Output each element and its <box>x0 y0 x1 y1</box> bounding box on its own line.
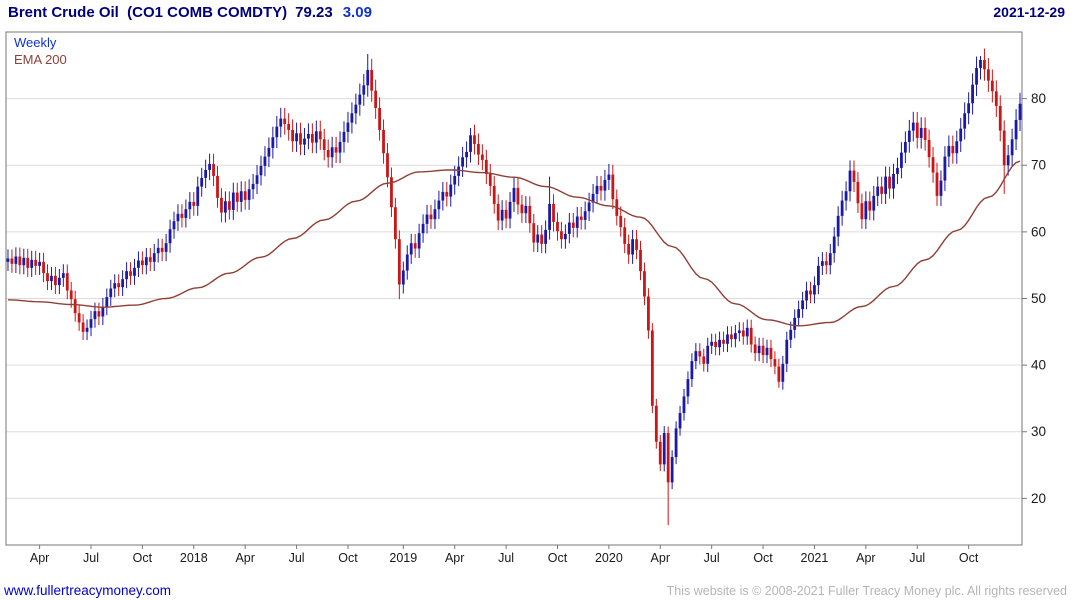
x-tick-label: Jul <box>498 551 514 565</box>
x-tick-label: Apr <box>445 551 464 565</box>
x-tick-label: Oct <box>753 551 773 565</box>
copyright-text: This website is © 2008-2021 Fuller Treac… <box>666 584 1067 598</box>
legend-ema-label: EMA 200 <box>14 52 67 67</box>
x-tick-label: Oct <box>548 551 568 565</box>
price-change: 3.09 <box>342 4 372 21</box>
x-tick-label: Jul <box>83 551 99 565</box>
y-tick-label: 50 <box>1031 291 1046 306</box>
y-tick-label: 80 <box>1031 91 1046 106</box>
x-tick-label: Oct <box>959 551 979 565</box>
x-tick-label: 2020 <box>595 551 623 565</box>
ema-line <box>7 160 1021 327</box>
x-tick-label: Jul <box>704 551 720 565</box>
x-tick-label: Apr <box>235 551 254 565</box>
last-price: 79.23 <box>295 4 333 21</box>
y-tick-label: 30 <box>1031 424 1046 439</box>
x-tick-label: Apr <box>856 551 875 565</box>
y-tick-label: 20 <box>1031 491 1046 506</box>
legend: Weekly EMA 200 <box>14 34 67 68</box>
gridlines <box>5 31 1023 546</box>
axis-labels: 20 30 40 50 60 70 80 Apr Jul Oct 2018 Apr Jul Oct 2019… <box>30 91 1046 565</box>
x-tick-label: Jul <box>289 551 305 565</box>
x-tick-label: Oct <box>133 551 153 565</box>
price-chart-canvas: 20 30 40 50 60 70 80 Apr Jul Oct 2018 Apr Jul Oct 2019… <box>5 31 1046 565</box>
x-tick-label: Oct <box>338 551 358 565</box>
date-label: 2021-12-29 <box>993 4 1065 20</box>
x-tick-label: 2021 <box>801 551 829 565</box>
instrument-title: Brent Crude Oil (CO1 COMB COMDTY) <box>8 4 288 21</box>
y-tick-label: 70 <box>1031 158 1046 173</box>
x-tick-label: Apr <box>651 551 670 565</box>
chart-header: Brent Crude Oil (CO1 COMB COMDTY) 79.23 3.… <box>0 0 1075 28</box>
x-tick-label: 2019 <box>389 551 417 565</box>
x-tick-label: Jul <box>909 551 925 565</box>
website-link[interactable]: www.fullertreacymoney.com <box>4 583 172 598</box>
candles <box>6 48 1022 526</box>
x-tick-label: Apr <box>30 551 49 565</box>
legend-frequency-label: Weekly <box>14 35 57 50</box>
title-block: Brent Crude Oil (CO1 COMB COMDTY) 79.23 3.… <box>8 4 372 22</box>
footer: www.fullertreacymoney.com This website i… <box>4 583 1067 598</box>
y-tick-label: 40 <box>1031 358 1046 373</box>
y-tick-label: 60 <box>1031 224 1046 239</box>
x-tick-label: 2018 <box>180 551 208 565</box>
